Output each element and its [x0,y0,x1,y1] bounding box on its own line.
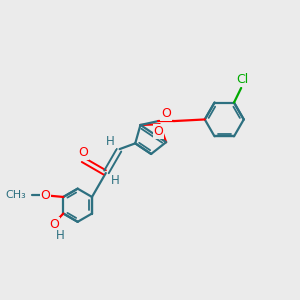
Text: O: O [78,146,88,159]
Text: H: H [56,229,64,242]
Text: Cl: Cl [236,73,248,86]
Text: CH₃: CH₃ [5,190,26,200]
Text: O: O [40,189,50,202]
Text: O: O [50,218,59,231]
Text: H: H [110,174,119,187]
Text: O: O [154,125,164,138]
Text: H: H [106,136,115,148]
Text: O: O [161,107,171,120]
